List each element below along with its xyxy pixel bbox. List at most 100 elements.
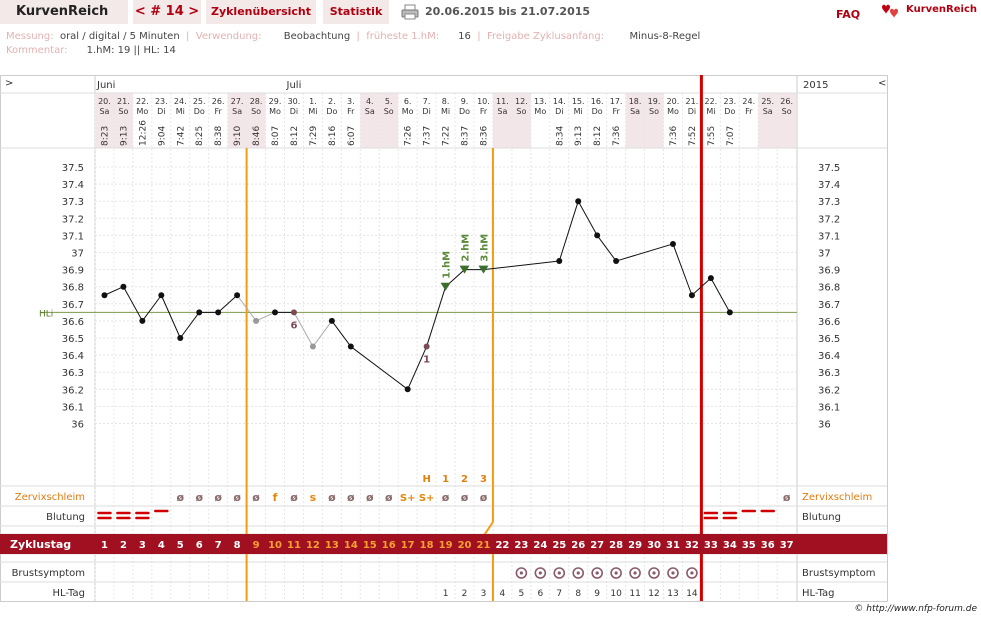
measure-time: 8:37 bbox=[461, 126, 471, 146]
hl-day-label-right: HL-Tag bbox=[802, 588, 835, 599]
breast-symptom-icon-dot bbox=[633, 571, 637, 575]
y-tick-label-right: 36.8 bbox=[818, 283, 840, 294]
day-date: 22. bbox=[136, 97, 149, 106]
hl-day-number: 8 bbox=[575, 589, 581, 599]
statistics-link[interactable]: Statistik bbox=[323, 0, 389, 24]
weekend-header-shade bbox=[227, 93, 247, 148]
cycle-day-number: 5 bbox=[177, 540, 184, 551]
day-weekday: Do bbox=[724, 107, 735, 116]
measure-time: 7:22 bbox=[442, 126, 452, 146]
cervix-peak-counter: H bbox=[422, 474, 430, 485]
day-date: 24. bbox=[742, 97, 755, 106]
day-date: 25. bbox=[761, 97, 774, 106]
temperature-segment bbox=[179, 312, 200, 339]
temperature-segment bbox=[293, 312, 314, 347]
measure-time: 8:36 bbox=[479, 126, 489, 146]
measurement-info: Messung: oral / digital / 5 Minuten | Ve… bbox=[6, 31, 701, 42]
collapse-left-toggle: > bbox=[5, 78, 13, 89]
cervix-value: f bbox=[273, 491, 278, 504]
cycle-day-number: 25 bbox=[552, 540, 566, 551]
y-tick-label-right: 36.9 bbox=[818, 266, 840, 277]
cycle-day-number: 27 bbox=[590, 540, 604, 551]
day-date: 1. bbox=[309, 97, 317, 106]
cervix-value: ø bbox=[480, 491, 488, 504]
high-measurement-label: 1.hM bbox=[442, 251, 453, 279]
temperature-annotation: 1 bbox=[423, 355, 430, 366]
cycle-day-number: 36 bbox=[761, 540, 775, 551]
cycle-day-number: 35 bbox=[742, 540, 756, 551]
day-date: 23. bbox=[155, 97, 168, 106]
cycle-navigator[interactable]: < # 14 > bbox=[133, 0, 201, 24]
day-weekday: Mi bbox=[706, 107, 715, 116]
weekend-header-shade bbox=[95, 93, 114, 148]
day-date: 24. bbox=[174, 97, 187, 106]
cervix-value: ø bbox=[347, 491, 355, 504]
y-tick-label-left: 36.7 bbox=[62, 300, 84, 311]
breast-symptom-icon-dot bbox=[519, 571, 523, 575]
cycle-day-number: 12 bbox=[306, 540, 320, 551]
breast-symptom-icon bbox=[610, 567, 622, 579]
day-weekday: Fr bbox=[480, 107, 488, 116]
measure-time: 8:07 bbox=[271, 126, 281, 146]
cervix-label-right: Zervixschleim bbox=[802, 492, 872, 503]
y-tick-label-left: 37.5 bbox=[62, 163, 84, 174]
day-date: 20. bbox=[667, 97, 680, 106]
day-date: 10. bbox=[477, 97, 490, 106]
temperature-point bbox=[120, 283, 127, 290]
measure-time: 6:07 bbox=[347, 126, 357, 146]
cycle-day-number: 8 bbox=[234, 540, 241, 551]
measure-time: 7:26 bbox=[404, 126, 414, 146]
day-weekday: Fr bbox=[612, 107, 620, 116]
measure-time: 7:07 bbox=[726, 126, 736, 146]
measure-time: 9:10 bbox=[233, 126, 243, 146]
temperature-segment bbox=[331, 320, 352, 347]
temperature-point bbox=[404, 386, 411, 393]
weekend-header-shade bbox=[360, 93, 380, 148]
kommentar-value: 1.hM: 19 || HL: 14 bbox=[86, 45, 176, 56]
day-date: 6. bbox=[404, 97, 412, 106]
y-tick-label-left: 36.6 bbox=[62, 317, 84, 328]
cycle-overview-link[interactable]: Zyklenübersicht bbox=[206, 0, 316, 24]
temperature-point bbox=[234, 292, 241, 299]
day-date: 5. bbox=[385, 97, 393, 106]
logo-text: KurvenReich bbox=[906, 4, 978, 15]
day-weekday: Do bbox=[194, 107, 205, 116]
day-date: 26. bbox=[780, 97, 793, 106]
printer-icon[interactable] bbox=[401, 4, 419, 20]
weekend-header-shade bbox=[511, 93, 531, 148]
day-weekday: So bbox=[649, 107, 659, 116]
hl-day-label-left: HL-Tag bbox=[52, 588, 85, 599]
breast-symptom-icon-dot bbox=[595, 571, 599, 575]
cycle-day-number: 13 bbox=[325, 540, 339, 551]
cycle-day-number: 26 bbox=[571, 540, 585, 551]
cervix-value: ø bbox=[783, 491, 791, 504]
breast-symptom-icon bbox=[686, 567, 698, 579]
weekend-header-shade bbox=[758, 93, 778, 148]
day-date: 22. bbox=[705, 97, 718, 106]
cycle-day-number: 20 bbox=[458, 540, 472, 551]
measure-time: 8:16 bbox=[328, 126, 338, 146]
measure-time: 8:46 bbox=[252, 126, 262, 146]
faq-link[interactable]: FAQ bbox=[836, 8, 861, 21]
temperature-segment bbox=[672, 243, 693, 296]
y-tick-label-right: 37.4 bbox=[818, 180, 840, 191]
day-date: 26. bbox=[212, 97, 225, 106]
day-weekday: So bbox=[384, 107, 394, 116]
day-date: 20. bbox=[98, 97, 111, 106]
day-weekday: Sa bbox=[365, 107, 375, 116]
day-weekday: Mi bbox=[308, 107, 317, 116]
temperature-point bbox=[272, 309, 279, 316]
y-tick-label-right: 37.3 bbox=[818, 197, 840, 208]
hl-day-number: 11 bbox=[629, 589, 640, 599]
day-date: 12. bbox=[515, 97, 528, 106]
weekend-header-shade bbox=[625, 93, 645, 148]
cervix-peak-counter: 1 bbox=[442, 474, 449, 485]
day-date: 18. bbox=[629, 97, 642, 106]
day-date: 11. bbox=[496, 97, 509, 106]
hl-day-number: 1 bbox=[443, 589, 449, 599]
temperature-point bbox=[726, 309, 733, 316]
hl-day-number: 12 bbox=[648, 589, 659, 599]
day-weekday: Sa bbox=[763, 107, 773, 116]
temperature-segment bbox=[236, 294, 257, 322]
day-date: 15. bbox=[572, 97, 585, 106]
